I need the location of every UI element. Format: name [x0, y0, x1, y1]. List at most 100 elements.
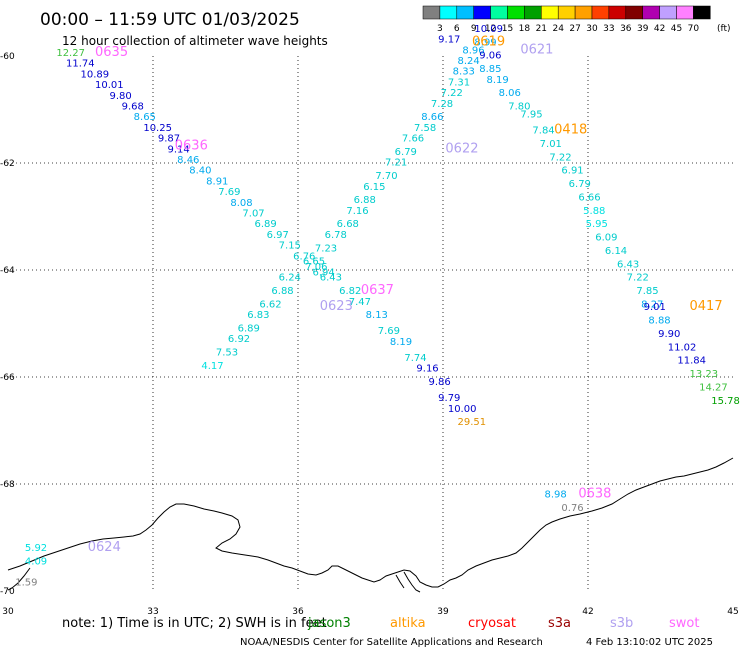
- longitude-label: 33: [147, 607, 158, 617]
- longitude-label: 36: [292, 607, 304, 617]
- wave-height-reading: 8.13: [366, 310, 388, 321]
- footer-credit: NOAA/NESDIS Center for Satellite Applica…: [240, 637, 543, 648]
- wave-height-reading: 7.28: [431, 99, 453, 110]
- wave-height-reading: 9.90: [658, 329, 680, 340]
- wave-height-reading: 4.17: [201, 361, 223, 372]
- wave-height-reading: 9.06: [479, 51, 501, 62]
- wave-height-reading: 7.58: [414, 123, 436, 134]
- wave-height-reading: 6.14: [605, 246, 627, 257]
- wave-height-reading: 7.23: [315, 243, 337, 254]
- pass-id-label: 0635: [95, 45, 128, 60]
- wave-height-reading: 0.76: [561, 503, 583, 514]
- wave-height-reading: 8.99: [474, 37, 496, 48]
- wave-height-reading: 8.33: [453, 67, 475, 78]
- pass-id-label: 0624: [88, 540, 121, 555]
- wave-height-reading: 6.91: [561, 166, 583, 177]
- satellite-legend: jason3 altika cryosat s3a s3b swot: [307, 616, 699, 631]
- map-title: 00:00 – 11:59 UTC 01/03/2025: [40, 10, 300, 30]
- wave-height-reading: 6.65: [303, 257, 325, 268]
- wave-height-readings: 12.2711.7410.8910.019.809.688.6510.259.8…: [15, 24, 740, 589]
- wave-height-reading: 11.74: [66, 59, 95, 70]
- latitude-label: -62: [0, 159, 15, 169]
- wave-height-reading: 9.14: [168, 144, 190, 155]
- pass-id-label: 0621: [520, 42, 553, 57]
- satellite-pass-labels: 0635 0636 0637 0638 0619 0418 0417 0621 0622 0623…: [88, 34, 723, 555]
- wave-height-reading: 7.53: [216, 348, 238, 359]
- wave-height-reading: 6.09: [595, 233, 617, 244]
- scale-swatch: [473, 5, 491, 20]
- wave-height-reading: 9.86: [429, 377, 451, 388]
- scale-tick-label: 6: [454, 24, 460, 34]
- latitude-label: -64: [0, 266, 15, 276]
- wave-height-reading: 8.91: [206, 176, 228, 187]
- scale-swatch: [507, 5, 525, 20]
- longitude-label: 39: [437, 607, 449, 617]
- satellite-legend-item: altika: [390, 616, 426, 631]
- wave-height-reading: 8.65: [134, 112, 156, 123]
- wave-height-reading: 9.01: [644, 302, 666, 313]
- wave-height-reading: 7.95: [520, 110, 542, 121]
- wave-height-reading: 6.79: [395, 147, 417, 158]
- lat-lon-grid: [8, 56, 733, 591]
- wave-height-reading: 6.62: [259, 299, 281, 310]
- satellite-legend-item: jason3: [307, 616, 351, 631]
- scale-swatch: [439, 5, 458, 20]
- scale-swatch: [490, 5, 508, 20]
- latitude-label: -60: [0, 52, 15, 62]
- wave-height-reading: 6.94: [313, 267, 335, 278]
- wave-height-reading: 5.92: [25, 543, 47, 554]
- scale-tick-label: 3: [437, 24, 443, 34]
- wave-height-reading: 7.22: [627, 273, 649, 284]
- wave-height-reading: 8.40: [189, 166, 211, 177]
- wave-height-color-scale: 3 6 9 12 15 18 21 24 27 30 33 36 39 42 45 70: [422, 5, 711, 34]
- scale-swatch: [422, 5, 441, 20]
- wave-height-reading: 8.27: [641, 299, 663, 310]
- wave-height-reading: 7.22: [549, 152, 571, 163]
- wave-height-reading: 8.85: [479, 64, 501, 75]
- wave-height-reading: 7.01: [540, 139, 562, 150]
- scale-tick-label: 36: [620, 24, 632, 34]
- scale-swatch: [591, 5, 610, 20]
- wave-height-reading: 6.88: [271, 286, 293, 297]
- scale-swatch: [642, 5, 660, 20]
- scale-swatch: [524, 5, 542, 20]
- wave-height-reading: 9.68: [122, 102, 144, 113]
- wave-height-reading: 6.79: [569, 179, 591, 190]
- scale-tick-label: 21: [536, 24, 547, 34]
- wave-height-reading: 7.07: [242, 209, 264, 220]
- wave-height-reading: 7.06: [305, 262, 327, 273]
- wave-height-reading: 12.27: [56, 48, 85, 59]
- scale-swatch: [456, 5, 474, 20]
- scale-swatch: [574, 5, 593, 20]
- wave-height-reading: 7.16: [346, 206, 368, 217]
- satellite-legend-item: s3b: [610, 616, 633, 631]
- wave-height-reading: 13.23: [690, 369, 719, 380]
- scale-tick-label: 24: [552, 24, 564, 34]
- pass-id-label: 0637: [361, 283, 394, 298]
- wave-height-reading: 7.84: [532, 126, 554, 137]
- wave-height-reading: 6.76: [293, 251, 315, 262]
- scale-swatch: [676, 5, 694, 20]
- wave-height-reading: 6.88: [354, 195, 376, 206]
- wave-height-reading: 6.24: [279, 273, 301, 284]
- map-subtitle: 12 hour collection of altimeter wave hei…: [62, 34, 328, 48]
- wave-height-reading: 7.15: [279, 241, 301, 252]
- scale-tick-label: 33: [603, 24, 614, 34]
- scale-tick-label: 12: [485, 24, 496, 34]
- wave-height-reading: 6.43: [320, 273, 342, 284]
- scale-swatch: [608, 5, 627, 20]
- longitude-label: 30: [2, 607, 14, 617]
- wave-height-reading: 5.88: [583, 206, 605, 217]
- wave-height-reading: 7.47: [349, 297, 371, 308]
- wave-height-reading: 14.27: [699, 382, 728, 393]
- wave-height-reading: 9.80: [110, 91, 132, 102]
- wave-height-reading: 8.98: [545, 489, 567, 500]
- wave-height-reading: 7.69: [378, 326, 400, 337]
- wave-height-reading: 8.24: [458, 56, 480, 67]
- footer-note: note: 1) Time is in UTC; 2) SWH is in fe…: [62, 616, 327, 631]
- pass-id-label: 0622: [445, 141, 478, 156]
- wave-height-reading: 6.66: [578, 192, 600, 203]
- wave-height-reading: 9.17: [438, 35, 460, 46]
- antarctic-coastline: [7, 457, 734, 588]
- longitude-label: 42: [582, 607, 593, 617]
